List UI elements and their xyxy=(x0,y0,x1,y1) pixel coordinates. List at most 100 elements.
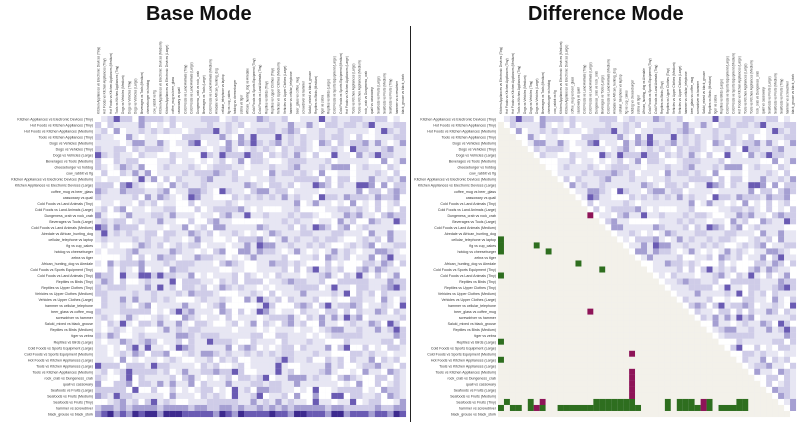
base-column-label: Dogs vs Vehicles (Large) xyxy=(134,79,138,114)
base-cell xyxy=(381,326,388,333)
base-cell xyxy=(374,200,382,207)
difference-cell xyxy=(784,116,791,123)
base-cell xyxy=(350,164,357,171)
difference-cell xyxy=(742,122,749,129)
base-cell xyxy=(294,122,301,129)
base-cell xyxy=(194,158,201,165)
base-cell xyxy=(362,146,369,153)
difference-cell xyxy=(754,146,761,153)
difference-cell xyxy=(718,374,725,381)
difference-cell xyxy=(551,146,558,153)
difference-cell xyxy=(670,128,677,135)
base-cell xyxy=(331,320,338,327)
base-cell xyxy=(381,158,388,165)
base-cell xyxy=(281,368,288,375)
base-cell xyxy=(318,122,326,129)
base-cell xyxy=(213,212,220,219)
difference-cell xyxy=(748,260,755,267)
difference-cell xyxy=(784,188,791,195)
difference-cell xyxy=(748,392,755,399)
difference-cell xyxy=(563,218,570,225)
base-cell xyxy=(194,404,201,412)
base-cell xyxy=(306,224,313,231)
base-cell xyxy=(238,146,245,153)
difference-cell xyxy=(539,278,546,285)
difference-cell xyxy=(581,314,588,321)
base-cell xyxy=(368,308,375,315)
base-row-label: Reptiles vs Birds (Large) xyxy=(54,340,93,344)
base-cell xyxy=(150,134,158,141)
base-cell xyxy=(306,116,313,123)
base-cell xyxy=(356,272,363,279)
difference-cell xyxy=(754,248,761,255)
difference-cell xyxy=(498,158,505,165)
difference-cell xyxy=(617,272,624,279)
base-cell xyxy=(300,176,307,183)
difference-cell xyxy=(664,242,671,249)
difference-cell xyxy=(718,344,725,351)
base-cell xyxy=(132,326,139,333)
difference-cell xyxy=(647,140,654,147)
base-cell xyxy=(95,398,102,406)
base-cell xyxy=(250,230,257,237)
difference-cell xyxy=(593,284,600,291)
difference-cell xyxy=(593,266,600,273)
base-column-label: Reptiles vs Birds (Large) xyxy=(326,79,330,114)
base-row-label: Cold Foods vs Land Animals (Tiny) xyxy=(37,274,93,278)
difference-cell xyxy=(754,392,761,399)
difference-cell xyxy=(718,224,725,231)
base-cell xyxy=(219,338,226,345)
difference-cell xyxy=(581,152,588,159)
base-cell xyxy=(362,308,369,315)
difference-cell xyxy=(778,254,785,261)
difference-cell xyxy=(641,320,648,327)
difference-cell xyxy=(599,314,606,321)
base-cell xyxy=(244,272,251,279)
difference-cell xyxy=(670,326,677,333)
difference-cell xyxy=(742,248,749,255)
base-cell xyxy=(144,368,152,375)
base-cell xyxy=(113,224,120,231)
base-cell xyxy=(343,164,351,171)
difference-cell xyxy=(545,116,552,123)
base-cell xyxy=(169,128,176,135)
base-cell xyxy=(331,248,338,255)
difference-cell xyxy=(682,242,689,249)
difference-cell xyxy=(682,326,689,333)
base-cell xyxy=(119,290,127,297)
difference-cell xyxy=(766,122,773,129)
base-cell xyxy=(287,350,295,357)
difference-cell xyxy=(575,140,582,147)
base-cell xyxy=(244,374,251,381)
base-cell xyxy=(368,326,375,333)
difference-cell xyxy=(557,278,564,285)
base-cell xyxy=(393,122,400,129)
difference-cell xyxy=(736,128,743,135)
difference-cell xyxy=(700,326,707,333)
difference-cell xyxy=(688,206,695,213)
difference-cell xyxy=(641,242,648,249)
base-cell xyxy=(387,140,394,147)
difference-cell xyxy=(503,314,510,321)
difference-cell xyxy=(551,242,558,249)
base-cell xyxy=(238,254,245,261)
base-cell xyxy=(163,248,170,255)
base-cell xyxy=(163,260,170,267)
base-cell xyxy=(262,206,270,213)
base-cell xyxy=(381,248,388,255)
base-cell xyxy=(126,392,133,399)
base-cell xyxy=(113,338,120,345)
difference-cell xyxy=(563,278,570,285)
difference-cell xyxy=(754,134,761,141)
base-cell xyxy=(294,284,301,291)
difference-cell xyxy=(658,368,665,375)
base-cell xyxy=(200,194,208,201)
difference-cell xyxy=(611,314,618,321)
difference-cell xyxy=(635,278,642,285)
base-cell xyxy=(337,308,344,315)
base-cell xyxy=(244,236,251,243)
difference-cell xyxy=(557,182,564,189)
difference-cell xyxy=(599,260,606,267)
difference-cell xyxy=(617,260,624,267)
base-cell xyxy=(138,116,145,123)
